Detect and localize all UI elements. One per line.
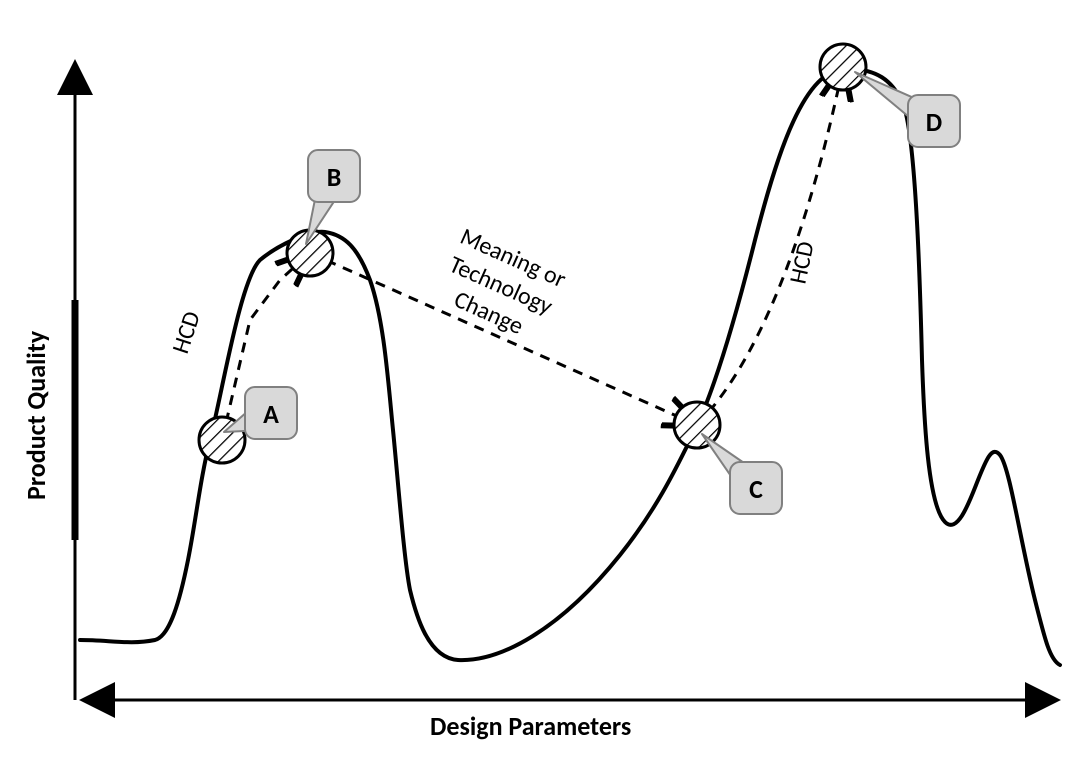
callout-text-A: A	[263, 398, 279, 430]
callout-A: A	[224, 387, 297, 439]
node-D	[820, 44, 866, 90]
landscape-diagram: A B C D Product Quality Design Parameters H…	[0, 0, 1080, 767]
x-axis-label: Design Parameters	[430, 710, 631, 742]
callout-labels: A B C D	[224, 72, 960, 514]
callout-text-C: C	[749, 473, 763, 505]
callout-C: C	[702, 434, 782, 514]
callout-text-D: D	[926, 106, 942, 138]
callout-D: D	[855, 72, 960, 147]
path-label-hcd-1: HCD	[166, 308, 207, 357]
callout-text-B: B	[327, 161, 342, 193]
path-label-hcd-2: HCD	[783, 239, 820, 287]
path-label-meaning: Meaning orTechnologyChange	[431, 222, 570, 349]
callout-B: B	[306, 150, 360, 244]
y-axis-label: Product Quality	[20, 330, 52, 500]
quality-curve	[80, 69, 1060, 665]
